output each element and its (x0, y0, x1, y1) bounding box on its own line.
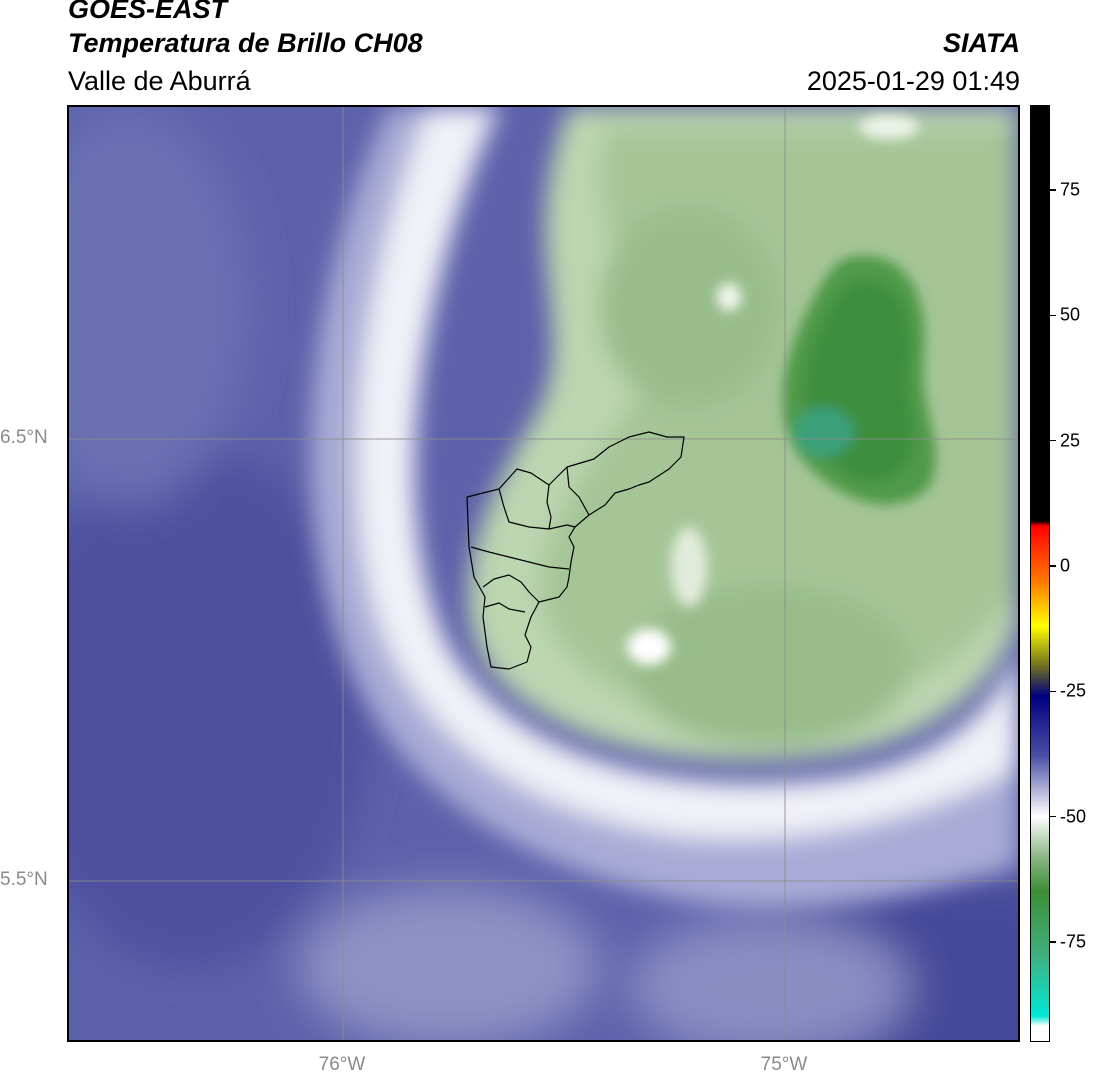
colorbar-tick-label: 50 (1060, 304, 1081, 325)
transition-ring (311, 107, 1018, 908)
colorbar-tick-mark (1050, 565, 1056, 567)
organization-label: SIATA (943, 28, 1020, 58)
satellite-map[interactable] (67, 105, 1020, 1042)
colorbar-tick-label: 25 (1060, 430, 1081, 451)
colorbar-tick-mark (1050, 690, 1056, 692)
cloud-core (468, 107, 1018, 762)
product-title: Temperatura de Brillo CH08 (68, 28, 423, 58)
lat-label-6-5: 6.5°N (0, 427, 48, 448)
lon-label-76w: 76°W (318, 1054, 366, 1075)
colorbar (1030, 105, 1050, 1042)
colorbar-tick-mark (1050, 189, 1056, 191)
colorbar-tick-label: 75 (1060, 179, 1081, 200)
colorbar-tick-label: 0 (1060, 555, 1071, 576)
convective-core (782, 255, 936, 505)
colorbar-tick-mark (1050, 941, 1056, 943)
cloud-speckles (627, 115, 919, 665)
colorbar-tick-label: -50 (1060, 806, 1087, 827)
gridlines (69, 107, 1018, 1040)
colorbar-tick-mark (1050, 815, 1056, 818)
lat-label-5-5: 5.5°N (0, 869, 48, 890)
colorbar-tick-mark (1050, 314, 1056, 317)
colorbar-tick-label: -75 (1060, 931, 1087, 952)
municipal-boundaries (466, 431, 685, 670)
colorbar-tick-label: -25 (1060, 680, 1087, 701)
lon-label-75w: 75°W (760, 1054, 808, 1075)
colorbar-tick-mark (1050, 439, 1056, 442)
timestamp-label: 2025-01-29 01:49 (806, 66, 1020, 96)
satellite-title: GOES-EAST (68, 0, 228, 24)
region-subtitle: Valle de Aburrá (68, 66, 251, 96)
